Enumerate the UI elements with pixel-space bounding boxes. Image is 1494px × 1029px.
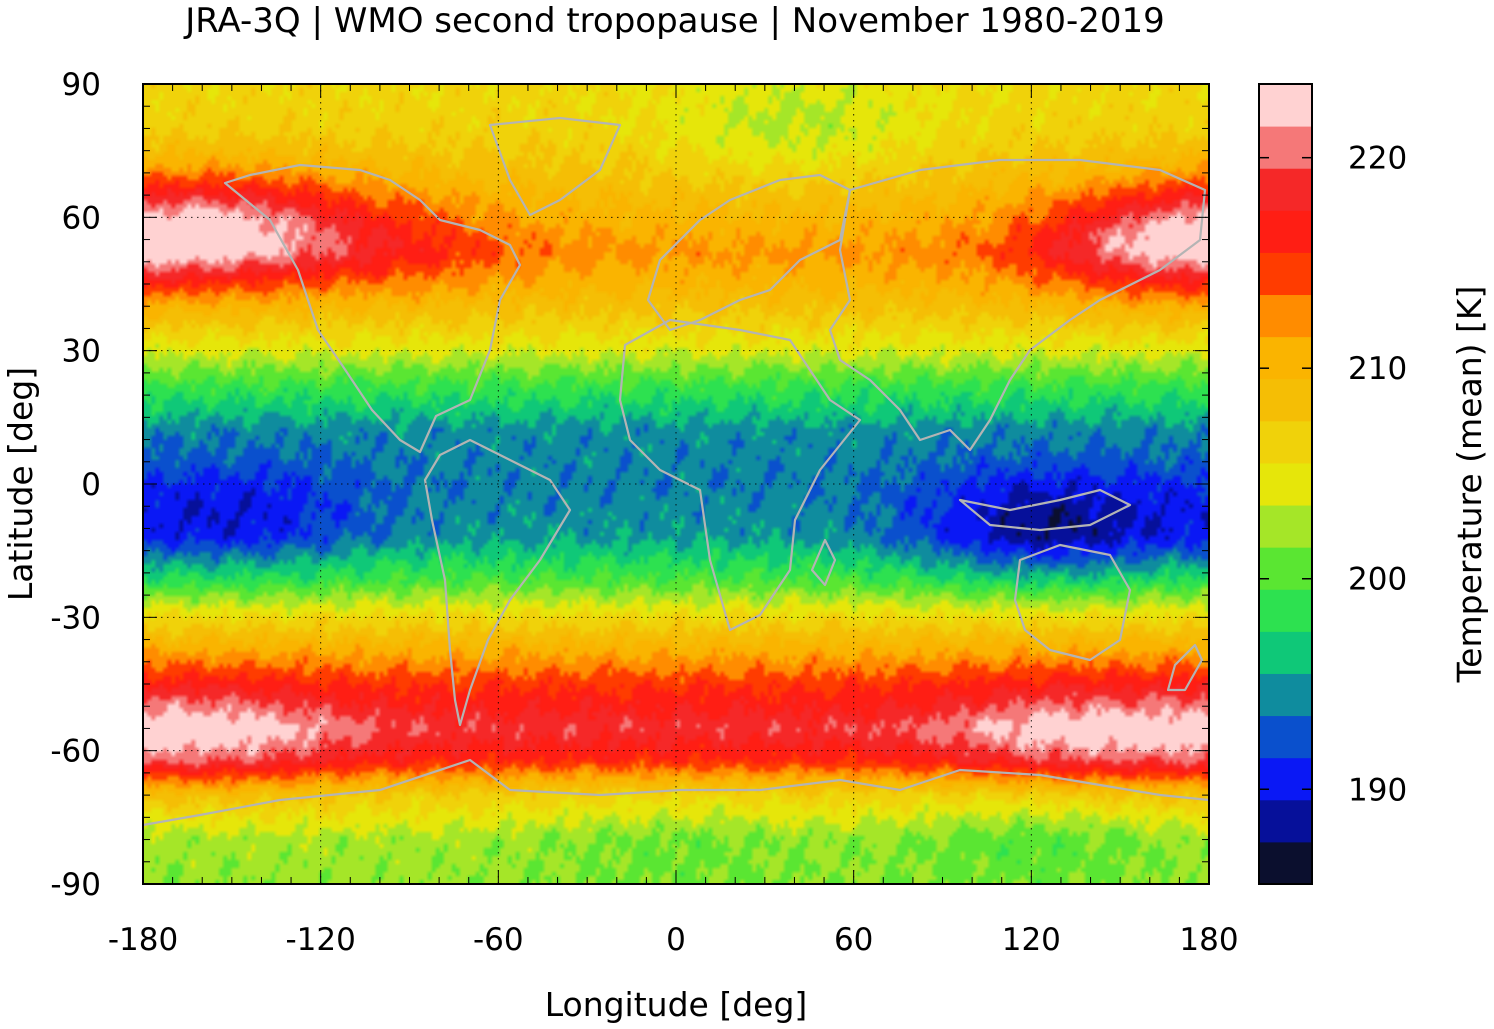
colorbar-swatch xyxy=(1259,799,1312,843)
y-tick-label: 0 xyxy=(81,467,101,503)
colorbar-swatch xyxy=(1259,336,1312,380)
coastline-asia xyxy=(828,158,1207,452)
x-tick-label: -60 xyxy=(473,922,524,958)
grid-lines xyxy=(143,84,1209,884)
x-tick-label: 60 xyxy=(834,922,873,958)
minor-ticks xyxy=(142,83,1210,885)
y-tick-label: -60 xyxy=(50,734,101,770)
colorbar-swatch xyxy=(1259,673,1312,717)
colorbar-swatch xyxy=(1259,126,1312,169)
colorbar-swatch xyxy=(1259,294,1312,338)
x-tick-labels: -180 -120 -60 0 60 120 180 xyxy=(108,922,1239,958)
colorbar-swatch xyxy=(1259,168,1312,211)
y-tick-label: 30 xyxy=(62,334,101,370)
colorbar-label: Temperature (mean) [K] xyxy=(1450,286,1489,684)
colorbar-swatch xyxy=(1259,252,1312,296)
coastline-greenland xyxy=(488,116,622,217)
colorbar-swatch xyxy=(1259,378,1312,422)
coastline-indonesia xyxy=(958,488,1132,532)
y-tick-label: 60 xyxy=(62,200,101,236)
colorbar-tick-label: 190 xyxy=(1348,772,1407,808)
x-tick-label: -180 xyxy=(108,922,178,958)
plot-frame xyxy=(142,83,1210,885)
colorbar-tick-labels: 190 200 210 220 xyxy=(1259,141,1407,808)
colorbar-swatch xyxy=(1259,420,1312,464)
coastline-new-zealand xyxy=(1166,643,1204,692)
colorbar-swatch xyxy=(1259,462,1312,506)
coastline-antarctica xyxy=(142,758,1210,827)
x-tick-label: 120 xyxy=(1002,922,1061,958)
coastline-africa xyxy=(618,318,862,632)
colorbar: 190 200 210 220 Temperature (mean) [K] xyxy=(1258,83,1489,885)
coastline-south-america xyxy=(423,438,572,727)
coastlines xyxy=(142,116,1210,827)
chart-title: JRA-3Q | WMO second tropopause | Novembe… xyxy=(183,1,1165,41)
colorbar-tick-label: 200 xyxy=(1348,562,1407,598)
x-tick-label: 180 xyxy=(1179,922,1238,958)
colorbar-swatch xyxy=(1259,631,1312,674)
colorbar-swatch xyxy=(1259,210,1312,253)
colorbar-swatch xyxy=(1259,589,1312,632)
colorbar-swatch xyxy=(1259,505,1312,548)
coastline-north-america xyxy=(223,163,522,454)
x-tick-label: -120 xyxy=(285,922,355,958)
y-tick-label: -30 xyxy=(50,600,101,636)
colorbar-swatch xyxy=(1259,757,1312,801)
colorbar-tick-label: 220 xyxy=(1348,141,1407,177)
y-tick-labels: 90 60 30 0 -30 -60 -90 xyxy=(50,67,101,903)
colorbar-swatch xyxy=(1259,841,1312,885)
colorbar-frame xyxy=(1258,83,1313,885)
colorbar-swatch xyxy=(1259,715,1312,759)
map-area xyxy=(142,83,1210,885)
coastline-australia xyxy=(1013,543,1132,662)
y-tick-label: -90 xyxy=(50,867,101,903)
colorbar-tick-label: 210 xyxy=(1348,351,1407,387)
y-tick-label: 90 xyxy=(62,67,101,103)
y-axis-label: Latitude [deg] xyxy=(1,367,40,601)
colorbar-swatch xyxy=(1259,84,1312,127)
x-axis-label: Longitude [deg] xyxy=(545,985,808,1024)
colorbar-swatch xyxy=(1259,547,1312,590)
coastline-madagascar xyxy=(810,538,837,587)
x-tick-label: 0 xyxy=(666,922,686,958)
colorbar-swatches xyxy=(1259,84,1312,885)
